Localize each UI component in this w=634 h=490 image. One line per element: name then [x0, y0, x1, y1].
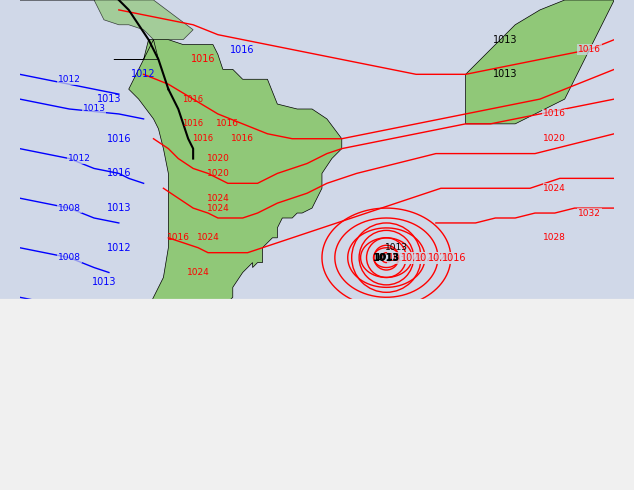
Text: 988: 988: [141, 397, 157, 406]
Text: 1016: 1016: [231, 134, 254, 143]
Text: 1016: 1016: [167, 233, 190, 243]
Text: 1013: 1013: [385, 243, 408, 252]
Text: 1013: 1013: [137, 377, 160, 386]
Text: 1032: 1032: [387, 253, 412, 263]
Text: 996: 996: [190, 416, 206, 426]
Text: 1024: 1024: [207, 203, 230, 213]
Text: We 29-05-2024 12:00 UTC (12+96): We 29-05-2024 12:00 UTC (12+96): [389, 455, 621, 468]
Text: 1004: 1004: [202, 372, 223, 381]
Text: 1020: 1020: [207, 169, 230, 178]
Text: 1016: 1016: [230, 45, 255, 54]
Polygon shape: [20, 0, 193, 40]
Text: 1013: 1013: [373, 253, 400, 263]
Text: 1013: 1013: [72, 352, 96, 362]
Text: 1012: 1012: [58, 303, 81, 312]
Text: 1013: 1013: [107, 203, 131, 213]
Text: 1013: 1013: [92, 277, 116, 288]
Text: 1016: 1016: [107, 134, 131, 144]
Text: 1016: 1016: [442, 253, 466, 263]
Text: Surface pressure [hPa] ECMWF: Surface pressure [hPa] ECMWF: [13, 455, 223, 468]
Text: 1008: 1008: [82, 317, 107, 327]
Text: 1012: 1012: [131, 69, 156, 79]
Text: 1016: 1016: [107, 169, 131, 178]
Text: 1008: 1008: [58, 203, 81, 213]
Text: 988: 988: [160, 392, 176, 401]
Text: 1004: 1004: [58, 377, 81, 386]
Text: 1013: 1013: [374, 253, 399, 262]
Text: 1016: 1016: [193, 134, 214, 143]
Text: 1016: 1016: [183, 95, 204, 103]
Text: 988: 988: [61, 407, 78, 416]
Text: ©weatheronline.co.uk: ©weatheronline.co.uk: [486, 478, 621, 489]
Polygon shape: [465, 0, 614, 124]
Text: 1024: 1024: [187, 268, 209, 277]
Text: 1020: 1020: [543, 134, 566, 143]
Text: 1013: 1013: [96, 94, 121, 104]
Text: 1016: 1016: [183, 120, 204, 128]
Polygon shape: [114, 40, 342, 371]
Text: 1020: 1020: [207, 154, 230, 163]
Text: 1008: 1008: [197, 352, 219, 361]
Text: 984: 984: [150, 407, 166, 416]
Text: 1024: 1024: [415, 253, 439, 263]
Text: 1020: 1020: [182, 303, 205, 312]
Text: 1013: 1013: [48, 343, 71, 351]
Text: 980: 980: [36, 432, 53, 441]
Text: 994: 994: [180, 412, 196, 421]
Text: 1016: 1016: [191, 54, 216, 65]
Text: 980: 980: [160, 416, 176, 426]
Text: 1028: 1028: [401, 253, 425, 263]
Text: 1000: 1000: [193, 382, 214, 391]
Text: 1013: 1013: [82, 104, 105, 114]
Text: 992: 992: [171, 402, 186, 411]
Text: 1004: 1004: [107, 402, 130, 411]
Text: 1016: 1016: [543, 109, 566, 119]
Text: 1016: 1016: [216, 120, 239, 128]
Text: 1032: 1032: [578, 209, 601, 218]
Text: 1008: 1008: [168, 367, 189, 376]
Text: 1028: 1028: [543, 233, 566, 243]
Text: 1020: 1020: [428, 253, 453, 263]
Text: 1013: 1013: [493, 35, 517, 45]
Text: 1024: 1024: [197, 233, 219, 243]
Text: 1024: 1024: [207, 194, 230, 203]
Text: 1012: 1012: [68, 154, 91, 163]
Text: 1016: 1016: [578, 45, 601, 54]
Text: 1012: 1012: [58, 75, 81, 84]
Text: 1008: 1008: [58, 253, 81, 262]
Text: 1013: 1013: [493, 69, 517, 79]
Text: 1012: 1012: [107, 243, 131, 253]
Text: 1024: 1024: [543, 184, 566, 193]
